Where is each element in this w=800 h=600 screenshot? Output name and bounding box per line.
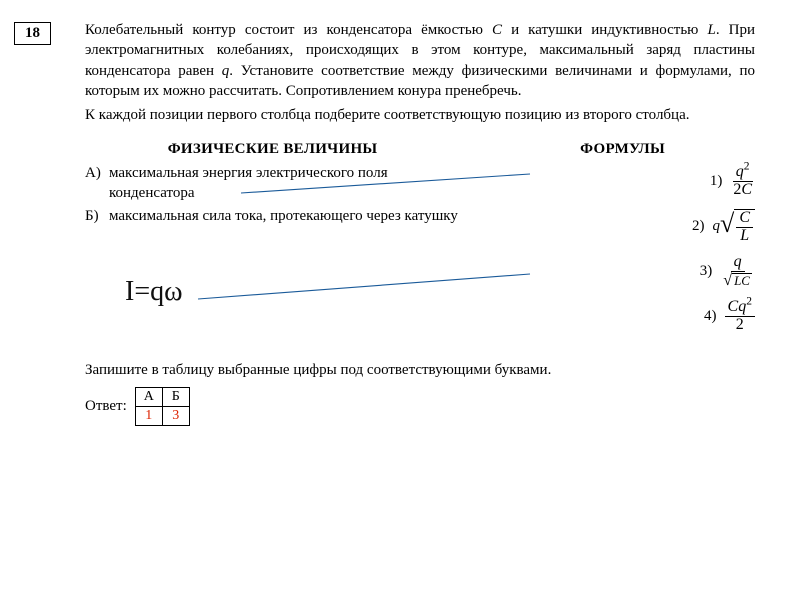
formula-2: 2) q √ C L — [490, 209, 755, 245]
formula-1-num: 1) — [704, 173, 722, 190]
answer-table: А Б 1 3 — [135, 387, 190, 426]
left-item-a-text: максимальная энергия электрического поля… — [109, 164, 460, 203]
answer-value-a: 1 — [135, 406, 162, 425]
answer-label: Ответ: — [85, 398, 127, 415]
formula-3: 3) q √ LC — [490, 254, 755, 289]
right-heading: ФОРМУЛЫ — [490, 141, 755, 158]
formula-2-num: 2) — [687, 218, 705, 235]
formula-3-fraction: q √ LC — [720, 254, 755, 289]
paragraph-1: Колебательный контур состоит из конденса… — [85, 20, 755, 101]
left-item-b-text: максимальная сила тока, протекающего чер… — [109, 207, 458, 227]
left-heading: ФИЗИЧЕСКИЕ ВЕЛИЧИНЫ — [85, 141, 460, 158]
annotation-formula: I=qω — [125, 276, 183, 308]
left-item-a: А) максимальная энергия электрического п… — [85, 164, 460, 203]
radical-icon: √ — [723, 274, 732, 289]
formula-4: 4) Cq2 2 — [490, 299, 755, 334]
left-column: ФИЗИЧЕСКИЕ ВЕЛИЧИНЫ А) максимальная энер… — [85, 141, 460, 343]
paragraph-2: К каждой позиции первого столбца подбери… — [85, 105, 755, 125]
answer-row: Ответ: А Б 1 3 — [85, 387, 755, 426]
left-item-b: Б) максимальная сила тока, протекающего … — [85, 207, 460, 227]
formula-1-fraction: q2 2C — [730, 164, 755, 199]
formula-2-expr: q √ C L — [713, 209, 755, 245]
columns: ФИЗИЧЕСКИЕ ВЕЛИЧИНЫ А) максимальная энер… — [85, 141, 755, 343]
answer-value-b: 3 — [162, 406, 189, 425]
left-item-a-label: А) — [85, 164, 103, 203]
right-column: ФОРМУЛЫ 1) q2 2C 2) q √ C — [460, 141, 755, 343]
instruction: Запишите в таблицу выбранные цифры под с… — [85, 362, 755, 379]
answer-header-a: А — [135, 387, 162, 406]
main-content: Колебательный контур состоит из конденса… — [85, 20, 755, 426]
left-item-b-label: Б) — [85, 207, 103, 227]
radical-icon: √ — [720, 212, 734, 248]
formula-4-num: 4) — [699, 308, 717, 325]
formula-1: 1) q2 2C — [490, 164, 755, 199]
question-number: 18 — [25, 25, 40, 41]
answer-header-b: Б — [162, 387, 189, 406]
formula-3-num: 3) — [694, 263, 712, 280]
question-number-box: 18 — [14, 22, 51, 45]
formula-4-fraction: Cq2 2 — [725, 299, 755, 334]
